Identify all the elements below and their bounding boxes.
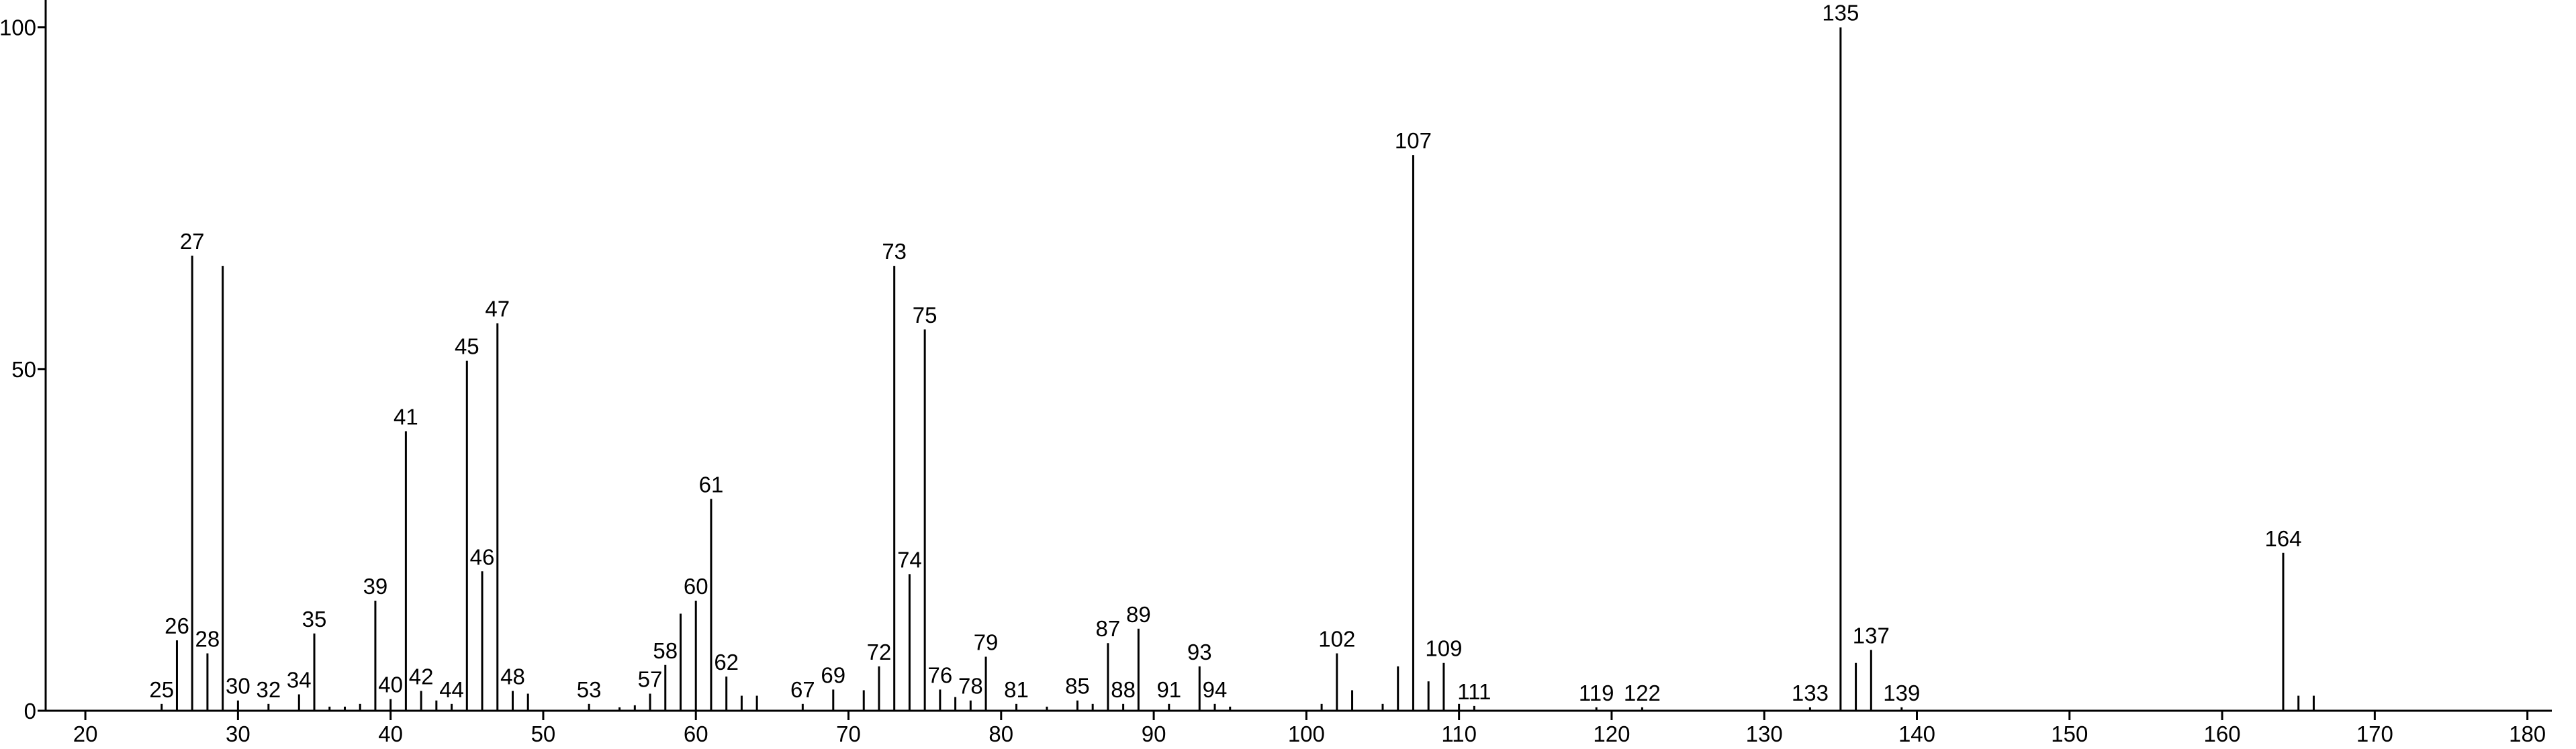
peak-label: 44 <box>439 677 464 702</box>
x-tick-label: 50 <box>531 721 556 746</box>
x-tick-label: 30 <box>226 721 250 746</box>
x-tick-label: 60 <box>684 721 708 746</box>
x-tick-label: 130 <box>1746 721 1783 746</box>
peak-label: 62 <box>714 650 739 675</box>
peak-label: 69 <box>821 662 845 687</box>
peak-label: 58 <box>653 638 678 663</box>
x-tick-label: 90 <box>1142 721 1166 746</box>
x-tick-label: 70 <box>836 721 861 746</box>
peak-label: 34 <box>287 668 312 693</box>
peak-label: 46 <box>470 544 495 569</box>
peak-label: 89 <box>1126 602 1151 627</box>
x-tick-label: 40 <box>378 721 403 746</box>
x-tick-label: 120 <box>1593 721 1630 746</box>
peak-label: 45 <box>455 334 479 359</box>
peak-label: 76 <box>928 662 953 687</box>
x-tick-label: 20 <box>73 721 98 746</box>
x-tick-label: 80 <box>988 721 1013 746</box>
peak-label: 135 <box>1822 1 1859 26</box>
peak-label: 26 <box>165 613 189 638</box>
peak-label: 93 <box>1187 640 1212 664</box>
peak-label: 79 <box>974 630 999 655</box>
peak-label: 30 <box>226 674 250 699</box>
x-tick-label: 150 <box>2051 721 2088 746</box>
x-tick-label: 100 <box>1288 721 1325 746</box>
peak-label: 73 <box>882 239 907 264</box>
peak-label: 61 <box>699 472 724 497</box>
peak-label: 122 <box>1624 681 1661 705</box>
peak-label: 94 <box>1203 677 1228 702</box>
peak-label: 139 <box>1883 681 1920 705</box>
peak-label: 41 <box>394 405 418 430</box>
x-tick-label: 110 <box>1441 721 1477 746</box>
x-tick-label: 180 <box>2509 721 2546 746</box>
peak-label: 39 <box>363 574 388 599</box>
y-tick-label: 100 <box>0 15 36 40</box>
x-tick-label: 140 <box>1898 721 1935 746</box>
x-tick-label: 160 <box>2204 721 2241 746</box>
peak-label: 81 <box>1004 677 1029 702</box>
peak-label: 28 <box>195 626 220 651</box>
peak-label: 85 <box>1065 674 1090 699</box>
peak-label: 25 <box>149 677 174 702</box>
peak-label: 107 <box>1395 128 1432 153</box>
peak-label: 53 <box>577 677 602 702</box>
peak-label: 48 <box>500 664 525 689</box>
peak-label: 40 <box>378 672 403 697</box>
peak-label: 111 <box>1457 679 1491 704</box>
peak-label: 67 <box>790 677 815 702</box>
peak-label: 75 <box>913 303 937 328</box>
y-tick-label: 50 <box>11 357 36 382</box>
peak-label: 27 <box>180 229 205 254</box>
peak-label: 32 <box>256 677 281 702</box>
peak-label: 88 <box>1111 677 1136 702</box>
peak-label: 109 <box>1425 636 1462 661</box>
peak-label: 72 <box>867 640 892 664</box>
peak-label: 133 <box>1792 681 1829 705</box>
peak-label: 74 <box>897 547 922 572</box>
peak-label: 47 <box>485 297 510 321</box>
peak-label: 42 <box>409 664 434 689</box>
peak-label: 91 <box>1156 677 1181 702</box>
peak-label: 60 <box>684 574 708 599</box>
peak-label: 87 <box>1096 616 1121 641</box>
peak-label: 57 <box>638 667 663 692</box>
peak-label: 164 <box>2264 526 2301 551</box>
x-tick-label: 170 <box>2356 721 2393 746</box>
peak-label: 119 <box>1579 681 1614 705</box>
peak-label: 137 <box>1853 623 1890 648</box>
peak-label: 35 <box>302 607 327 632</box>
y-tick-label: 0 <box>24 699 36 723</box>
peak-label: 78 <box>958 674 983 699</box>
peak-label: 102 <box>1318 626 1355 651</box>
